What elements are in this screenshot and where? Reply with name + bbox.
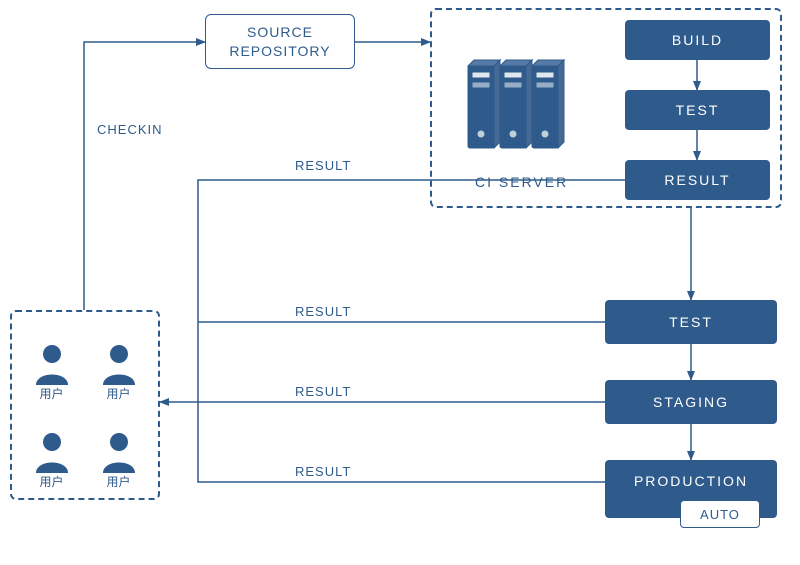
- user-cell: 用户: [22, 318, 81, 402]
- result-label-b: RESULT: [295, 304, 351, 319]
- user-cell: 用户: [89, 318, 148, 402]
- user-label: 用户: [106, 385, 130, 402]
- result-d-line: [198, 402, 605, 482]
- result-a-line: [160, 180, 625, 402]
- users-grid: 用户 用户 用户 用户: [22, 318, 148, 490]
- result-label-a: RESULT: [295, 158, 351, 173]
- build-box: BUILD: [625, 20, 770, 60]
- user-label: 用户: [39, 473, 63, 490]
- users-to-repo: [84, 42, 205, 310]
- user-cell: 用户: [22, 406, 81, 490]
- test2-box: TEST: [605, 300, 777, 344]
- result-label-c: RESULT: [295, 384, 351, 399]
- user-label: 用户: [106, 473, 130, 490]
- user-icon: [32, 429, 72, 473]
- staging-box: STAGING: [605, 380, 777, 424]
- result1-box: RESULT: [625, 160, 770, 200]
- checkin-label: CHECKIN: [97, 122, 163, 137]
- ci-server-label: CI SERVER: [475, 174, 568, 190]
- ci-server-icon: [460, 56, 570, 161]
- user-cell: 用户: [89, 406, 148, 490]
- source-repo-box: SOURCE REPOSITORY: [205, 14, 355, 69]
- test1-box: TEST: [625, 90, 770, 130]
- user-icon: [99, 429, 139, 473]
- user-label: 用户: [39, 385, 63, 402]
- user-icon: [32, 341, 72, 385]
- result-label-d: RESULT: [295, 464, 351, 479]
- auto-box: AUTO: [680, 500, 760, 528]
- user-icon: [99, 341, 139, 385]
